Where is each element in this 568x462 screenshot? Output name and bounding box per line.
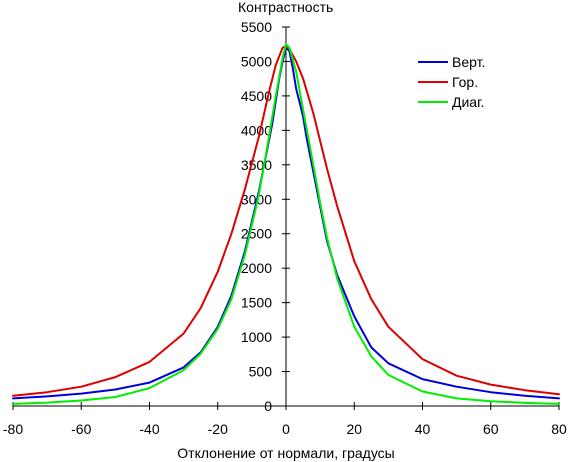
legend-label: Верт. <box>452 54 485 70</box>
y-tick-label: 4000 <box>241 122 272 138</box>
legend-label: Диаг. <box>452 94 484 110</box>
x-axis-title: Отклонение от нормали, градусы <box>177 445 394 461</box>
x-tick-label: 20 <box>346 421 362 437</box>
legend: Верт. Гор. Диаг. <box>418 54 485 110</box>
series-line-3 <box>12 43 560 405</box>
series-lines <box>12 43 560 405</box>
x-tick-label: -20 <box>208 421 228 437</box>
y-tick-label: 0 <box>264 398 272 414</box>
x-tick-label: 40 <box>415 421 431 437</box>
y-tick-label: 2500 <box>241 226 272 242</box>
x-axis-ticks: -80 -60 -40 -20 0 20 40 60 80 <box>3 402 567 437</box>
x-tick-label: -60 <box>71 421 91 437</box>
y-tick-label: 5500 <box>241 19 272 35</box>
x-tick-label: 0 <box>282 421 290 437</box>
y-axis-ticks: 0500100015002000250030003500400045005000… <box>241 19 290 414</box>
y-tick-label: 4500 <box>241 88 272 104</box>
y-axis-title: Контрастность <box>238 0 333 15</box>
y-tick-label: 3500 <box>241 157 272 173</box>
x-tick-label: 80 <box>551 421 567 437</box>
series-line-1 <box>12 46 560 400</box>
y-tick-label: 2000 <box>241 260 272 276</box>
y-tick-label: 1500 <box>241 295 272 311</box>
x-tick-label: -80 <box>3 421 23 437</box>
y-tick-label: 500 <box>249 364 273 380</box>
series-line-2 <box>12 45 560 397</box>
legend-label: Гор. <box>452 74 478 90</box>
x-tick-label: -40 <box>139 421 159 437</box>
x-tick-label: 60 <box>483 421 499 437</box>
y-tick-label: 5000 <box>241 53 272 69</box>
y-tick-label: 1000 <box>241 329 272 345</box>
